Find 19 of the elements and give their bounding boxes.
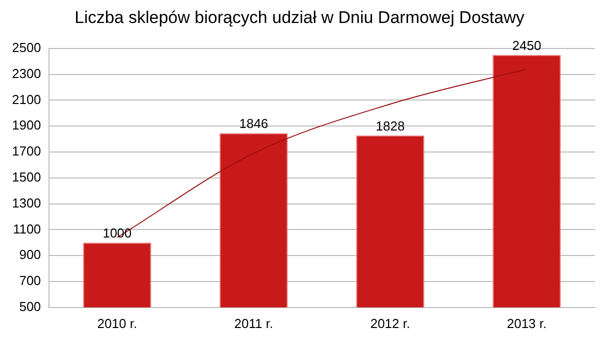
data-label: 2450 bbox=[512, 38, 542, 53]
y-tick-label: 1300 bbox=[12, 195, 41, 210]
chart-title: Liczba sklepów biorących udział w Dniu Darmowej Dostawy bbox=[74, 8, 525, 27]
x-tick-label: 2011 r. bbox=[234, 316, 274, 331]
y-tick-label: 700 bbox=[19, 273, 41, 288]
y-tick-label: 500 bbox=[19, 298, 41, 314]
y-tick-label: 1700 bbox=[12, 144, 41, 159]
x-tick-label: 2012 r. bbox=[370, 316, 410, 331]
y-tick-label: 1900 bbox=[12, 118, 41, 133]
data-label: 1846 bbox=[239, 116, 268, 132]
x-tick-label: 2010 r. bbox=[97, 316, 138, 331]
y-tick-label: 2500 bbox=[12, 40, 41, 55]
x-tick-label: 2013 r. bbox=[506, 316, 547, 331]
data-label: 1828 bbox=[376, 118, 405, 134]
y-tick-label: 2100 bbox=[12, 92, 41, 107]
y-tick-label: 900 bbox=[19, 247, 41, 262]
y-tick-label: 1500 bbox=[12, 169, 41, 184]
y-tick-label: 1100 bbox=[12, 221, 41, 236]
y-tick-label: 2300 bbox=[12, 66, 41, 81]
